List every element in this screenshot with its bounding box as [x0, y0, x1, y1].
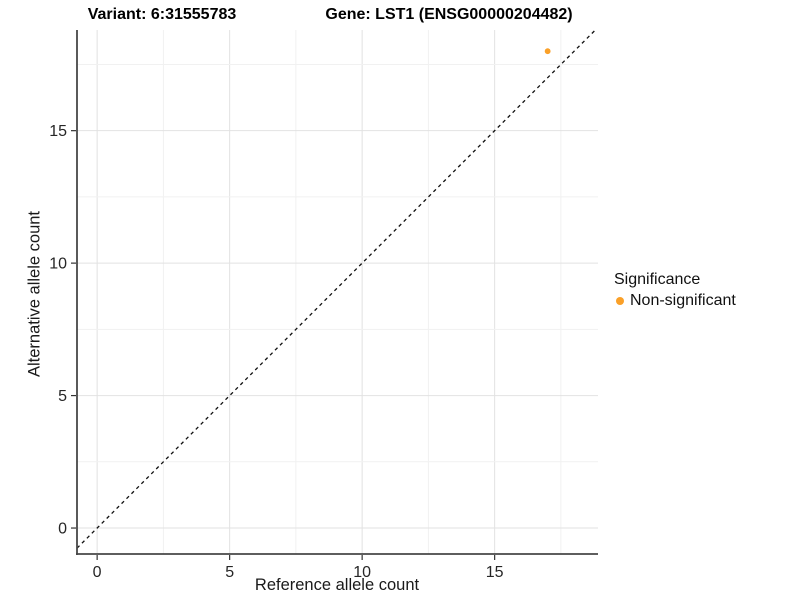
legend-point-icon	[616, 297, 624, 305]
x-tick-label: 5	[225, 564, 234, 581]
data-point	[544, 48, 551, 55]
legend-item-label: Non-significant	[630, 292, 736, 309]
plot-title-gene: Gene: LST1 (ENSG00000204482)	[325, 6, 573, 23]
legend-item-non-significant: Non-significant	[614, 292, 736, 310]
x-tick-label: 10	[353, 564, 371, 581]
legend-title: Significance	[614, 271, 701, 288]
y-tick-label: 10	[49, 256, 67, 273]
legend: Significance Non-significant	[614, 271, 736, 310]
plot-title-variant: Variant: 6:31555783	[87, 6, 237, 23]
x-tick-label: 15	[486, 564, 504, 581]
y-tick-label: 0	[58, 521, 67, 538]
y-tick-label: 5	[58, 388, 67, 405]
y-tick-label: 15	[49, 123, 67, 140]
identity-dashed-line	[76, 29, 596, 549]
y-axis-label: Alternative allele count	[25, 210, 44, 378]
x-axis-label: Reference allele count	[254, 576, 420, 594]
x-tick-label: 0	[93, 564, 102, 581]
